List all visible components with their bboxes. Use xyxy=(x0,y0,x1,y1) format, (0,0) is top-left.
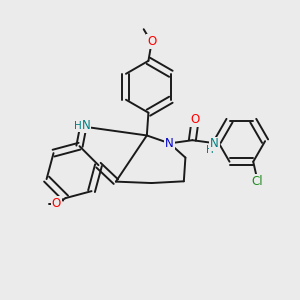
Text: H: H xyxy=(74,121,82,131)
Text: N: N xyxy=(210,137,219,151)
Text: O: O xyxy=(147,35,156,48)
Text: H: H xyxy=(206,145,214,155)
Text: O: O xyxy=(52,197,61,210)
Text: N: N xyxy=(81,119,90,132)
Text: O: O xyxy=(190,113,200,126)
Text: N: N xyxy=(165,137,174,150)
Text: Cl: Cl xyxy=(251,175,263,188)
